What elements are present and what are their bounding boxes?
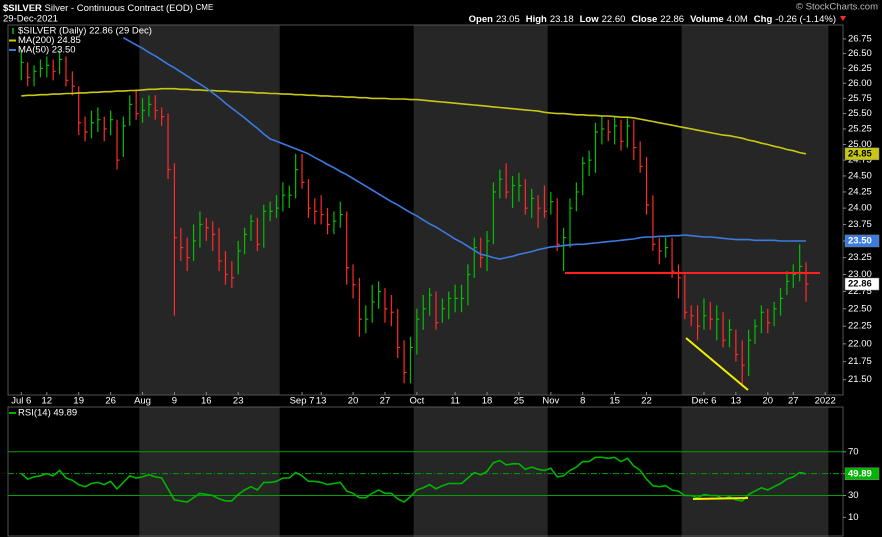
exchange: CME	[196, 3, 214, 12]
x-tick-label: 12	[42, 396, 53, 407]
x-tick-label: 16	[201, 396, 212, 407]
y-tick-label: 25.50	[848, 108, 872, 119]
quote-label: Chg	[754, 14, 773, 25]
x-tick-label: 15	[609, 396, 620, 407]
x-tick-label: 18	[482, 396, 493, 407]
last-value-label: 23.50	[848, 235, 872, 246]
rsi-trend-line	[692, 497, 749, 500]
x-tick-label: 8	[580, 396, 585, 407]
quote-label: Open	[469, 14, 493, 25]
legend-label: RSI(14) 49.89	[18, 408, 77, 419]
x-tick-label: 27	[380, 396, 391, 407]
legend-label: MA(50) 23.50	[18, 45, 76, 56]
y-tick-label: 24.50	[848, 170, 872, 181]
x-tick-label: 26	[105, 396, 116, 407]
symbol: $SILVER	[3, 3, 42, 14]
y-tick-label: 22.50	[848, 303, 872, 314]
y-tick-label: 26.25	[848, 63, 872, 74]
price-plot	[20, 37, 809, 387]
y-tick-label: 22.00	[848, 338, 872, 349]
series-line	[20, 456, 807, 503]
quote-label: High	[526, 14, 547, 25]
chart-title: $SILVER Silver - Continuous Contract (EO…	[3, 3, 213, 14]
quote-value: 23.05	[496, 14, 520, 25]
quote-value: -0.26 (-1.14%)	[775, 14, 836, 25]
y-tick-label: 23.75	[848, 219, 872, 230]
x-tick-label: 20	[762, 396, 773, 407]
quote-label: Low	[580, 14, 600, 25]
x-tick-label: Nov	[542, 396, 559, 407]
y-tick-label: 22.75	[848, 286, 872, 297]
rsi-panel	[7, 406, 844, 537]
last-value-box	[844, 467, 880, 481]
y-tick-label: 22.25	[848, 321, 872, 332]
month-band	[413, 407, 548, 537]
last-value-label: 22.86	[848, 279, 872, 290]
y-tick-label: 23.00	[848, 269, 872, 280]
y-tick-label: 23.25	[848, 252, 872, 263]
y-tick-label: 24.00	[848, 203, 872, 214]
y-tick-label: 26.00	[848, 78, 872, 89]
copyright: © StockCharts.com	[796, 2, 878, 13]
series-line	[123, 37, 806, 260]
quote: Open 23.05 High 23.18 Low 22.60 Close 22.86 Volu…	[469, 14, 836, 25]
x-tick-label: Jul 6	[11, 396, 31, 407]
last-value-box	[844, 147, 880, 161]
x-tick-label: 20	[348, 396, 359, 407]
trend-line	[685, 337, 749, 391]
x-tick-label: Oct	[409, 396, 424, 407]
last-value-label: 24.85	[848, 148, 872, 159]
legend-label: MA(200) 24.85	[18, 35, 81, 46]
quote-label: Volume	[690, 14, 724, 25]
x-tick-label: 19	[73, 396, 84, 407]
x-tick-label: 13	[316, 396, 327, 407]
last-value-label: 49.89	[848, 468, 872, 479]
x-tick-label: Sep 7	[290, 396, 315, 407]
quote-label: Close	[631, 14, 657, 25]
last-value-box	[844, 234, 880, 248]
y-tick-label: 30	[848, 490, 859, 501]
month-band	[139, 25, 280, 395]
x-tick-label: 25	[514, 396, 525, 407]
x-tick-label: 27	[788, 396, 799, 407]
title: Silver - Continuous Contract (EOD)	[45, 3, 193, 14]
quote-value: 23.18	[550, 14, 574, 25]
x-tick-label: Dec 6	[692, 396, 717, 407]
legend-label: $SILVER (Daily) 22.86 (29 Dec)	[18, 26, 152, 37]
month-band	[139, 407, 280, 537]
quote-value: 22.60	[602, 14, 626, 25]
down-arrow	[840, 16, 846, 21]
y-tick-label: 25.00	[848, 139, 872, 150]
x-tick-label: 23	[233, 396, 244, 407]
x-tick-label: 22	[641, 396, 652, 407]
y-tick-label: 26.50	[848, 48, 872, 59]
quote-value: 22.86	[660, 14, 684, 25]
y-tick-label: 26.75	[848, 33, 872, 44]
y-tick-label: 21.50	[848, 374, 872, 385]
x-tick-label: 9	[172, 396, 177, 407]
y-tick-label: 24.75	[848, 155, 872, 166]
x-tick-label: 11	[450, 396, 460, 407]
y-tick-label: 21.75	[848, 356, 872, 367]
quote-value: 4.0M	[727, 14, 748, 25]
y-tick-label: 25.75	[848, 93, 872, 104]
y-tick-label: 25.25	[848, 123, 872, 134]
month-bands	[139, 25, 829, 537]
y-tick-label: 70	[848, 446, 859, 457]
month-band	[681, 407, 829, 537]
x-tick-label: 2022	[815, 396, 836, 407]
axes: Jul 6 12 19 26 Aug 9 16 23 Sep 7 13 20 27 Oct 11 18 25 N…	[9, 26, 880, 523]
rsi-plot	[8, 451, 843, 503]
x-tick-label: 13	[731, 396, 742, 407]
date: 29-Dec-2021	[3, 14, 58, 25]
price-panel	[7, 24, 844, 396]
month-band	[413, 25, 548, 395]
y-tick-label: 24.25	[848, 186, 872, 197]
x-tick-label: Aug	[134, 396, 151, 407]
y-tick-label: 10	[848, 512, 859, 523]
series-line	[21, 87, 807, 155]
last-value-box	[844, 277, 880, 291]
